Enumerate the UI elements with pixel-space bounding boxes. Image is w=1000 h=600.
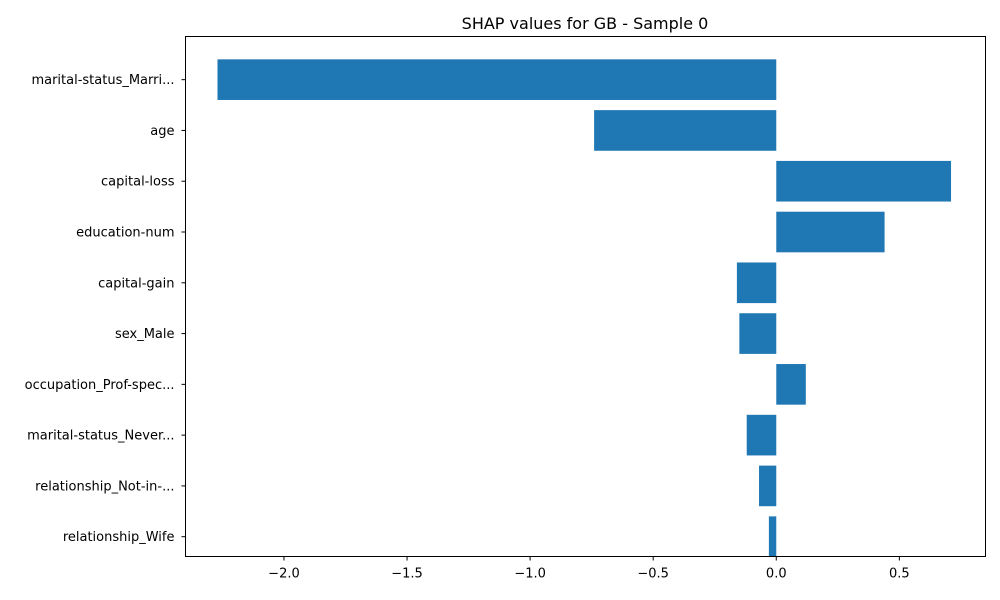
y-tick-label: education-num [76, 226, 174, 241]
bar [768, 516, 777, 558]
y-axis-ticks: marital-status_Marri...age capital-loss ed… [25, 73, 186, 545]
x-tick-label: −0.5 [637, 567, 669, 582]
bar [759, 465, 777, 507]
y-tick-label: age [150, 124, 174, 139]
x-axis-ticks: −2.0 −1.5 −1.0 −0.5 0.0 0.5 [268, 556, 910, 582]
plot-frame [185, 36, 986, 557]
bar [736, 262, 777, 304]
y-tick-label: marital-status_Marri... [31, 73, 174, 88]
y-tick-label: marital-status_Never... [27, 429, 174, 444]
x-tick-label: 0.0 [766, 567, 787, 582]
bar [776, 211, 885, 253]
x-tick-label: −1.5 [391, 567, 423, 582]
y-tick-label: capital-loss [101, 175, 175, 190]
bar [776, 160, 952, 202]
y-tick-label: relationship_Wife [63, 530, 175, 545]
x-tick-label: 0.5 [889, 567, 910, 582]
y-tick-label: sex_Male [115, 327, 175, 342]
bar [594, 110, 777, 151]
x-tick-label: −1.0 [514, 567, 546, 582]
bar [746, 414, 777, 456]
bars [217, 59, 952, 558]
bar [739, 313, 777, 354]
y-tick-label: occupation_Prof-spec... [25, 378, 175, 393]
bar [776, 364, 806, 405]
y-tick-label: relationship_Not-in-... [35, 479, 174, 494]
x-tick-label: −2.0 [268, 567, 300, 582]
y-tick-label: capital-gain [98, 276, 174, 291]
bar [217, 59, 777, 100]
chart-title: SHAP values for GB - Sample 0 [462, 14, 709, 33]
